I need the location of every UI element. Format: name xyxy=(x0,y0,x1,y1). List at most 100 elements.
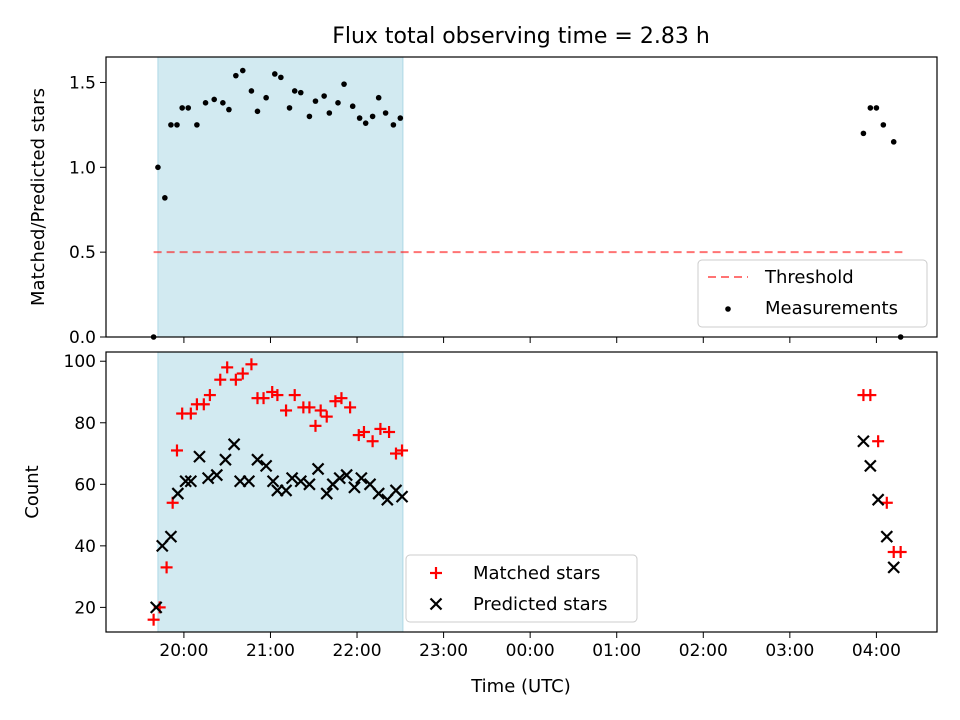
measurement-point xyxy=(341,81,347,87)
legend-box xyxy=(405,554,638,623)
measurement-point xyxy=(291,88,298,94)
matched-star-marker xyxy=(197,398,210,411)
predicted-star-marker xyxy=(184,474,198,488)
predicted-star-marker xyxy=(294,474,308,488)
measurement-point xyxy=(297,89,304,96)
y-tick-label: 20 xyxy=(74,598,96,618)
observing-interval-shade xyxy=(157,56,404,338)
predicted-star-marker xyxy=(871,493,885,506)
predicted-star-marker xyxy=(193,450,206,463)
measurement-point xyxy=(321,93,327,99)
matched-star-marker xyxy=(389,447,402,460)
predicted-star-marker xyxy=(395,490,409,503)
measurement-point xyxy=(312,98,319,104)
predicted-star-marker xyxy=(201,471,215,485)
matched-star-marker xyxy=(894,546,907,558)
predicted-star-marker xyxy=(242,474,256,488)
legend-box xyxy=(697,259,928,328)
legend-measurements-swatch xyxy=(725,306,731,312)
matched-star-marker xyxy=(271,389,284,402)
matched-star-marker xyxy=(314,404,327,417)
y-tick-label: 40 xyxy=(74,537,96,557)
y-tick-label: 1.5 xyxy=(69,73,96,93)
predicted-star-marker xyxy=(372,487,385,500)
measurement-point xyxy=(263,94,269,101)
matched-star-marker xyxy=(357,426,370,438)
predicted-star-marker xyxy=(887,561,900,574)
matched-star-marker xyxy=(221,361,234,374)
matched-star-marker xyxy=(309,419,322,432)
matched-star-marker xyxy=(280,404,293,417)
x-tick-label: 21:00 xyxy=(246,641,295,661)
measurement-point xyxy=(211,96,218,103)
matched-star-marker xyxy=(303,401,316,414)
measurement-point xyxy=(362,120,369,126)
measurement-point xyxy=(286,105,293,111)
legend-predicted-swatch xyxy=(429,597,443,611)
measurement-point xyxy=(179,105,185,111)
matched-star-marker xyxy=(329,395,342,408)
matched-star-marker xyxy=(147,613,160,626)
measurement-point xyxy=(174,122,180,128)
axes-frame xyxy=(105,56,938,338)
measurement-point xyxy=(306,113,313,120)
measurement-point xyxy=(194,122,200,128)
measurement-point xyxy=(168,122,174,128)
y-tick-label: 0.0 xyxy=(69,328,96,348)
measurement-point xyxy=(860,130,867,137)
x-tick-label: 20:00 xyxy=(159,641,208,661)
legend-predicted-label: Predicted stars xyxy=(473,594,607,615)
bottom-panel: 20:00 21:00 22:00 23:00 00:00 01:00 02:00 03:00… xyxy=(22,351,938,661)
matched-star-marker xyxy=(366,435,379,448)
measurement-point xyxy=(873,105,880,111)
matched-star-marker xyxy=(288,389,301,402)
measurement-point xyxy=(880,122,887,128)
measurement-point xyxy=(202,100,209,106)
measurement-point xyxy=(271,71,278,77)
legend-measurements-label: Measurements xyxy=(765,298,898,319)
matched-star-marker xyxy=(245,358,258,371)
predicted-star-marker xyxy=(320,487,334,500)
top-panel: 0.0 0.5 1.0 1.5 Matched/Predicted stars Thres… xyxy=(28,56,938,348)
predicted-star-marker xyxy=(285,471,299,485)
matched-star-marker xyxy=(320,410,333,423)
predicted-star-marker xyxy=(251,453,264,466)
predicted-star-marker xyxy=(864,459,877,473)
predicted-star-marker xyxy=(340,468,353,482)
predicted-star-marker xyxy=(311,462,325,476)
predicted-star-marker xyxy=(880,530,894,543)
y-tick-label: 100 xyxy=(64,352,96,372)
measurement-point xyxy=(162,195,168,201)
measurement-point xyxy=(254,108,261,115)
predicted-star-marker xyxy=(348,481,361,494)
measurement-point xyxy=(326,110,333,116)
matched-star-marker xyxy=(864,389,877,402)
matched-star-marker xyxy=(236,367,249,380)
matched-star-marker xyxy=(214,373,227,386)
legend-bottom: Matched stars Predicted stars xyxy=(405,554,638,623)
measurement-point xyxy=(369,113,376,120)
x-tick-label: 22:00 xyxy=(333,641,382,661)
y-axis-label: Matched/Predicted stars xyxy=(28,88,49,306)
matched-star-marker xyxy=(170,444,183,457)
y-axis-label: Count xyxy=(22,465,43,518)
predicted-star-marker xyxy=(333,471,346,485)
x-tick-label: 03:00 xyxy=(765,641,814,661)
matched-star-marker xyxy=(396,444,409,457)
chart-title: Flux total observing time = 2.83 h xyxy=(332,24,710,49)
measurement-point xyxy=(890,139,897,145)
matched-star-marker xyxy=(880,496,893,509)
predicted-star-marker xyxy=(259,459,273,473)
x-axis-label: Time (UTC) xyxy=(470,676,571,697)
matched-star-marker xyxy=(383,426,396,438)
x-tick-label: 01:00 xyxy=(592,641,641,661)
predicted-star-marker xyxy=(857,434,870,448)
measurement-point xyxy=(226,106,232,113)
measurement-point xyxy=(390,122,397,128)
measurement-point xyxy=(278,74,284,81)
measurement-point xyxy=(248,88,255,94)
legend-matched-label: Matched stars xyxy=(473,563,600,584)
y-tick-label: 0.5 xyxy=(69,243,96,263)
measurement-point xyxy=(233,72,239,79)
